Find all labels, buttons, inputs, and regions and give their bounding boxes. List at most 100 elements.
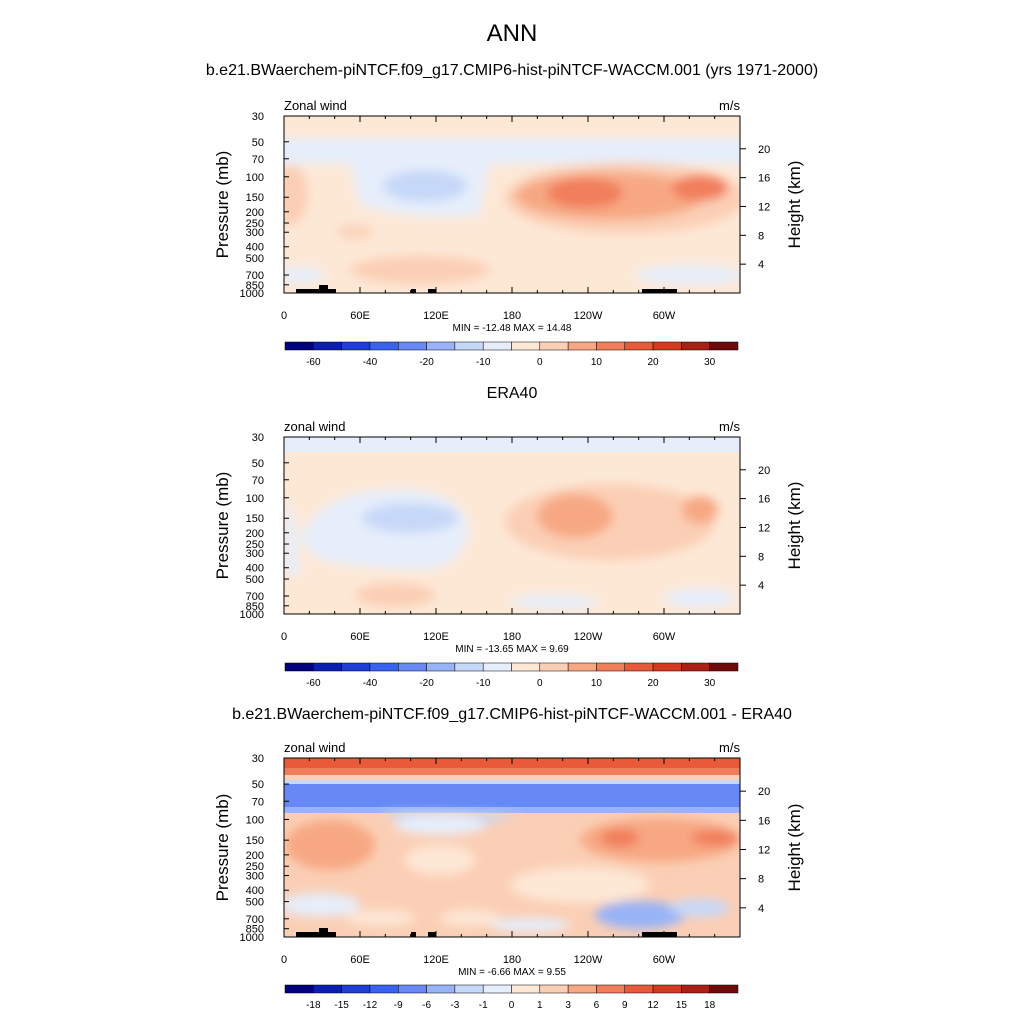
pressure-tick-label: 200 <box>246 207 264 219</box>
colorbar-label: -10 <box>476 357 491 368</box>
pressure-tick-label: 500 <box>246 574 264 586</box>
colorbar-swatch <box>596 341 625 351</box>
colorbar-swatch <box>284 341 314 351</box>
colorbar-label: -60 <box>306 357 321 368</box>
pressure-tick-label: 700 <box>246 914 264 926</box>
colorbar-swatch <box>398 984 427 994</box>
pressure-tick-label: 850 <box>246 924 264 936</box>
pressure-tick-label: 500 <box>246 253 264 265</box>
colorbar-swatch <box>313 662 342 672</box>
colorbar-swatch <box>313 984 342 994</box>
panel-3-title: b.e21.BWaerchem-piNTCF.f09_g17.CMIP6-his… <box>232 706 792 723</box>
lon-tick-label: 0 <box>281 631 287 643</box>
colorbar-label: -18 <box>306 1000 321 1011</box>
panel-3-field <box>284 758 740 937</box>
lon-tick-label: 120E <box>423 310 449 322</box>
lon-tick-label: 60E <box>350 310 370 322</box>
lon-tick-label: 120E <box>423 954 449 966</box>
colorbar-label: 15 <box>676 1000 688 1011</box>
height-tick-label: 20 <box>758 144 770 156</box>
pressure-tick-label: 200 <box>246 528 264 540</box>
pressure-tick-label: 1000 <box>240 609 264 621</box>
pressure-tick-label: 850 <box>246 601 264 613</box>
pressure-tick-label: 1000 <box>240 288 264 300</box>
colorbar-swatch <box>454 341 484 351</box>
height-tick-label: 4 <box>758 580 764 592</box>
height-tick-label: 8 <box>758 230 764 242</box>
y-axis-label: Pressure (mb) <box>213 794 232 902</box>
colorbar-label: -60 <box>306 678 321 689</box>
pressure-tick-label: 30 <box>252 753 264 765</box>
height-tick-label: 16 <box>758 494 770 506</box>
colorbar-swatch <box>596 984 625 994</box>
colorbar-swatch <box>539 341 569 351</box>
lon-tick-label: 120W <box>574 954 603 966</box>
lon-tick-label: 60W <box>653 954 676 966</box>
pressure-tick-label: 250 <box>246 539 264 551</box>
colorbar-label: 0 <box>509 1000 515 1011</box>
colorbar-label: -3 <box>450 1000 459 1011</box>
y2-axis-label: Height (km) <box>785 161 804 249</box>
pressure-tick-label: 300 <box>246 871 264 883</box>
colorbar-swatch <box>681 662 710 672</box>
pressure-tick-label: 400 <box>246 885 264 897</box>
pressure-tick-label: 100 <box>246 172 264 184</box>
pressure-tick-label: 70 <box>252 475 264 487</box>
pressure-tick-label: 250 <box>246 218 264 230</box>
lon-tick-label: 180 <box>503 954 521 966</box>
colorbar-swatch <box>284 984 314 994</box>
min-max-label: MIN = -6.66 MAX = 9.55 <box>458 967 566 978</box>
colorbar-swatch <box>596 662 625 672</box>
colorbar-swatch <box>511 662 541 672</box>
colorbar-label: 0 <box>537 357 543 368</box>
colorbar-swatch <box>313 341 342 351</box>
pressure-tick-label: 70 <box>252 796 264 808</box>
colorbar-swatch <box>567 662 597 672</box>
colorbar-swatch <box>454 662 484 672</box>
colorbar-swatch <box>369 984 399 994</box>
colorbar-label: 20 <box>648 357 660 368</box>
height-tick-label: 8 <box>758 874 764 886</box>
colorbar-swatch <box>482 662 512 672</box>
colorbar-swatch <box>341 984 371 994</box>
colorbar-swatch <box>709 341 739 351</box>
colorbar-swatch <box>398 341 427 351</box>
pressure-tick-label: 400 <box>246 563 264 575</box>
y-axis-label: Pressure (mb) <box>213 472 232 580</box>
colorbar-label: -15 <box>334 1000 349 1011</box>
colorbar-label: -6 <box>422 1000 431 1011</box>
colorbar-label: -9 <box>394 1000 403 1011</box>
pressure-tick-label: 30 <box>252 432 264 444</box>
colorbar-swatch <box>539 984 569 994</box>
colorbar-label: -1 <box>479 1000 488 1011</box>
height-tick-label: 16 <box>758 815 770 827</box>
colorbar-label: 20 <box>648 678 660 689</box>
min-max-label: MIN = -12.48 MAX = 14.48 <box>453 323 572 334</box>
colorbar-label: -12 <box>363 1000 378 1011</box>
pressure-tick-label: 100 <box>246 493 264 505</box>
colorbar-swatch <box>426 341 456 351</box>
colorbar-label: 10 <box>591 357 603 368</box>
lon-tick-label: 60W <box>653 310 676 322</box>
variable-label: zonal wind <box>284 740 345 755</box>
colorbar-swatch <box>284 662 314 672</box>
pressure-tick-label: 50 <box>252 458 264 470</box>
pressure-tick-label: 300 <box>246 548 264 560</box>
lon-tick-label: 180 <box>503 310 521 322</box>
colorbar-label: 1 <box>537 1000 543 1011</box>
colorbar-swatch <box>709 662 739 672</box>
colorbar-label: 12 <box>648 1000 660 1011</box>
colorbar-swatch <box>681 341 710 351</box>
colorbar-swatch <box>624 341 654 351</box>
colorbar-swatch <box>369 341 399 351</box>
pressure-tick-label: 700 <box>246 591 264 603</box>
height-tick-label: 8 <box>758 551 764 563</box>
pressure-tick-label: 250 <box>246 861 264 873</box>
pressure-tick-label: 700 <box>246 270 264 282</box>
y-axis-label: Pressure (mb) <box>213 151 232 259</box>
colorbar-swatch <box>482 341 512 351</box>
colorbar-label: -40 <box>363 357 378 368</box>
colorbar-label: 30 <box>704 357 716 368</box>
pressure-tick-label: 500 <box>246 897 264 909</box>
